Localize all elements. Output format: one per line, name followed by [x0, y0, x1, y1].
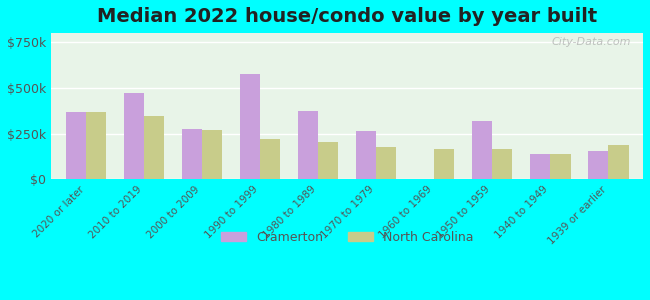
Text: City-Data.com: City-Data.com [552, 38, 631, 47]
Bar [588, 151, 608, 179]
Bar [181, 129, 202, 179]
Bar [550, 154, 571, 179]
Bar [318, 142, 339, 179]
Bar [298, 111, 318, 179]
Title: Median 2022 house/condo value by year built: Median 2022 house/condo value by year bu… [97, 7, 597, 26]
Bar [260, 139, 280, 179]
Bar [202, 130, 222, 179]
Bar [608, 146, 629, 179]
Bar [144, 116, 164, 179]
Bar [356, 131, 376, 179]
Bar [124, 93, 144, 179]
Bar [434, 149, 454, 179]
Bar [66, 112, 86, 179]
Bar [240, 74, 260, 179]
Bar [376, 147, 396, 179]
Bar [472, 121, 492, 179]
Legend: Cramerton, North Carolina: Cramerton, North Carolina [216, 226, 478, 249]
Bar [86, 112, 106, 179]
Bar [492, 149, 512, 179]
Bar [530, 154, 550, 179]
